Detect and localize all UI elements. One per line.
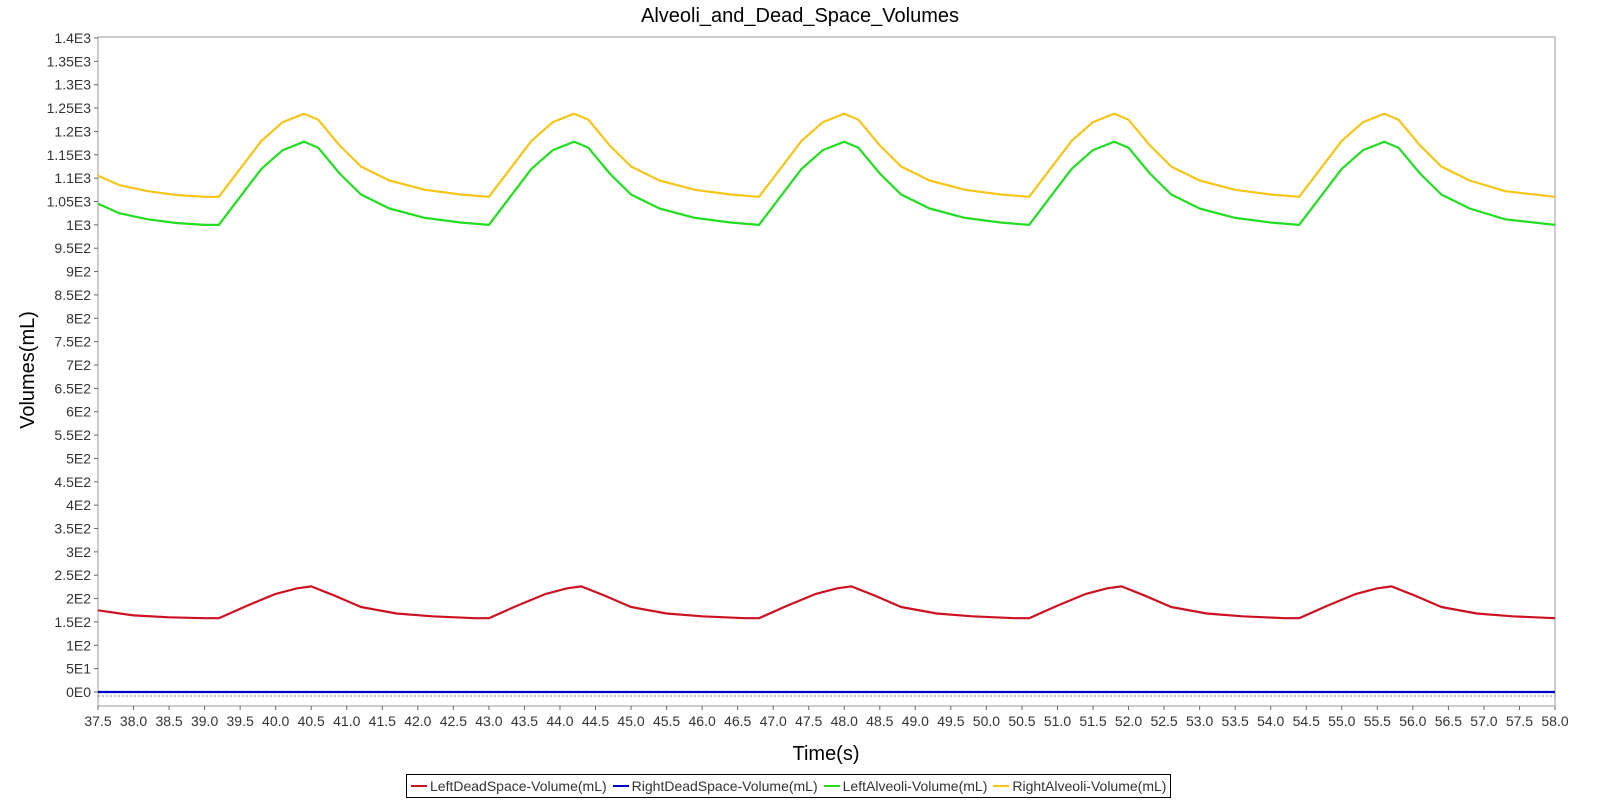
x-tick-label: 57.5 — [1506, 713, 1533, 729]
x-tick-label: 46.5 — [724, 713, 751, 729]
legend-label: LeftDeadSpace-Volume(mL) — [430, 778, 607, 794]
y-tick-label: 1.35E3 — [47, 53, 92, 69]
x-tick-label: 55.5 — [1364, 713, 1391, 729]
x-axis-label: Time(s) — [792, 743, 859, 765]
y-tick-label: 1.5E2 — [54, 614, 91, 630]
x-tick-label: 44.0 — [546, 713, 573, 729]
y-tick-label: 1E3 — [66, 217, 91, 233]
legend-item: LeftAlveoli-Volume(mL) — [823, 778, 988, 794]
x-tick-label: 47.5 — [795, 713, 822, 729]
x-tick-label: 52.5 — [1150, 713, 1177, 729]
legend-swatch — [993, 785, 1010, 787]
x-tick-label: 49.5 — [937, 713, 964, 729]
y-axis-ticks: 0E0 5E1 1E2 1.5E2 2E2 2.5E2 3E2 3.5E2 4E2 4.5E2 5E… — [47, 30, 1555, 700]
x-tick-label: 44.5 — [582, 713, 609, 729]
x-tick-label: 39.0 — [191, 713, 218, 729]
y-axis-label: Volumes(mL) — [17, 311, 39, 429]
x-tick-label: 54.0 — [1257, 713, 1284, 729]
x-tick-label: 45.0 — [617, 713, 644, 729]
x-tick-label: 50.0 — [973, 713, 1000, 729]
plot-frame — [97, 36, 1556, 707]
y-tick-label: 9E2 — [66, 264, 91, 280]
chart-svg: Alveoli_and_Dead_Space_Volumes Volumes(m… — [17, 5, 1569, 765]
y-tick-label: 1E2 — [66, 637, 91, 653]
y-tick-label: 6E2 — [66, 404, 91, 420]
x-tick-label: 41.5 — [369, 713, 396, 729]
x-tick-label: 47.0 — [760, 713, 787, 729]
x-tick-label: 38.5 — [155, 713, 182, 729]
x-tick-label: 39.5 — [227, 713, 254, 729]
x-tick-label: 51.0 — [1044, 713, 1071, 729]
x-tick-label: 43.0 — [475, 713, 502, 729]
y-tick-label: 8E2 — [66, 310, 91, 326]
legend: LeftDeadSpace-Volume(mL) RightDeadSpace-V… — [406, 774, 1172, 798]
x-tick-label: 51.5 — [1079, 713, 1106, 729]
y-tick-label: 4E2 — [66, 497, 91, 513]
y-tick-label: 5.5E2 — [54, 427, 91, 443]
x-tick-label: 57.0 — [1470, 713, 1497, 729]
y-tick-label: 7E2 — [66, 357, 91, 373]
x-tick-label: 53.5 — [1222, 713, 1249, 729]
y-tick-label: 1.25E3 — [47, 100, 92, 116]
x-tick-label: 52.0 — [1115, 713, 1142, 729]
series-lines — [97, 112, 1556, 694]
y-tick-label: 1.2E3 — [54, 123, 91, 139]
legend-item: RightAlveoli-Volume(mL) — [993, 778, 1166, 794]
x-tick-label: 46.0 — [688, 713, 715, 729]
y-tick-label: 2E2 — [66, 591, 91, 607]
x-tick-label: 37.5 — [84, 713, 111, 729]
y-tick-label: 5E1 — [66, 661, 91, 677]
x-axis-ticks: 37.5 38.0 38.5 39.0 39.5 40.0 40.5 41.0 41.5 42.0… — [84, 706, 1569, 729]
series-line-rightalveoli-volume-ml — [97, 112, 1556, 198]
x-tick-label: 41.0 — [333, 713, 360, 729]
y-tick-label: 1.1E3 — [54, 170, 91, 186]
x-tick-label: 48.0 — [831, 713, 858, 729]
y-tick-label: 1.05E3 — [47, 194, 92, 210]
legend-swatch — [823, 785, 840, 787]
x-tick-label: 40.5 — [298, 713, 325, 729]
x-tick-label: 55.0 — [1328, 713, 1355, 729]
y-tick-label: 6.5E2 — [54, 380, 91, 396]
legend-item: LeftDeadSpace-Volume(mL) — [411, 778, 607, 794]
legend-item: RightDeadSpace-Volume(mL) — [612, 778, 818, 794]
x-tick-label: 58.0 — [1541, 713, 1568, 729]
y-tick-label: 3.5E2 — [54, 521, 91, 537]
y-tick-label: 8.5E2 — [54, 287, 91, 303]
x-tick-label: 42.5 — [440, 713, 467, 729]
legend-swatch — [612, 785, 629, 787]
y-tick-label: 1.3E3 — [54, 77, 91, 93]
y-tick-label: 1.4E3 — [54, 30, 91, 46]
y-tick-label: 1.15E3 — [47, 147, 92, 163]
x-tick-label: 48.5 — [866, 713, 893, 729]
legend-label: RightDeadSpace-Volume(mL) — [631, 778, 818, 794]
y-tick-label: 9.5E2 — [54, 240, 91, 256]
chart-title: Alveoli_and_Dead_Space_Volumes — [641, 5, 959, 27]
x-tick-label: 56.0 — [1399, 713, 1426, 729]
x-tick-label: 38.0 — [120, 713, 147, 729]
legend-label: RightAlveoli-Volume(mL) — [1012, 778, 1167, 794]
x-tick-label: 54.5 — [1293, 713, 1320, 729]
y-tick-label: 0E0 — [66, 684, 91, 700]
y-tick-label: 3E2 — [66, 544, 91, 560]
x-tick-label: 49.0 — [902, 713, 929, 729]
series-line-leftalveoli-volume-ml — [97, 140, 1556, 226]
y-tick-label: 4.5E2 — [54, 474, 91, 490]
legend-swatch — [411, 785, 427, 787]
legend-label: LeftAlveoli-Volume(mL) — [842, 778, 988, 794]
x-tick-label: 53.0 — [1186, 713, 1213, 729]
x-tick-label: 45.5 — [653, 713, 680, 729]
x-tick-label: 56.5 — [1435, 713, 1462, 729]
x-tick-label: 50.5 — [1008, 713, 1035, 729]
y-tick-label: 5E2 — [66, 450, 91, 466]
x-tick-label: 42.0 — [404, 713, 431, 729]
y-tick-label: 2.5E2 — [54, 567, 91, 583]
x-tick-label: 43.5 — [511, 713, 538, 729]
series-line-leftdeadspace-volume-ml — [97, 585, 1556, 620]
x-tick-label: 40.0 — [262, 713, 289, 729]
y-tick-label: 7.5E2 — [54, 334, 91, 350]
